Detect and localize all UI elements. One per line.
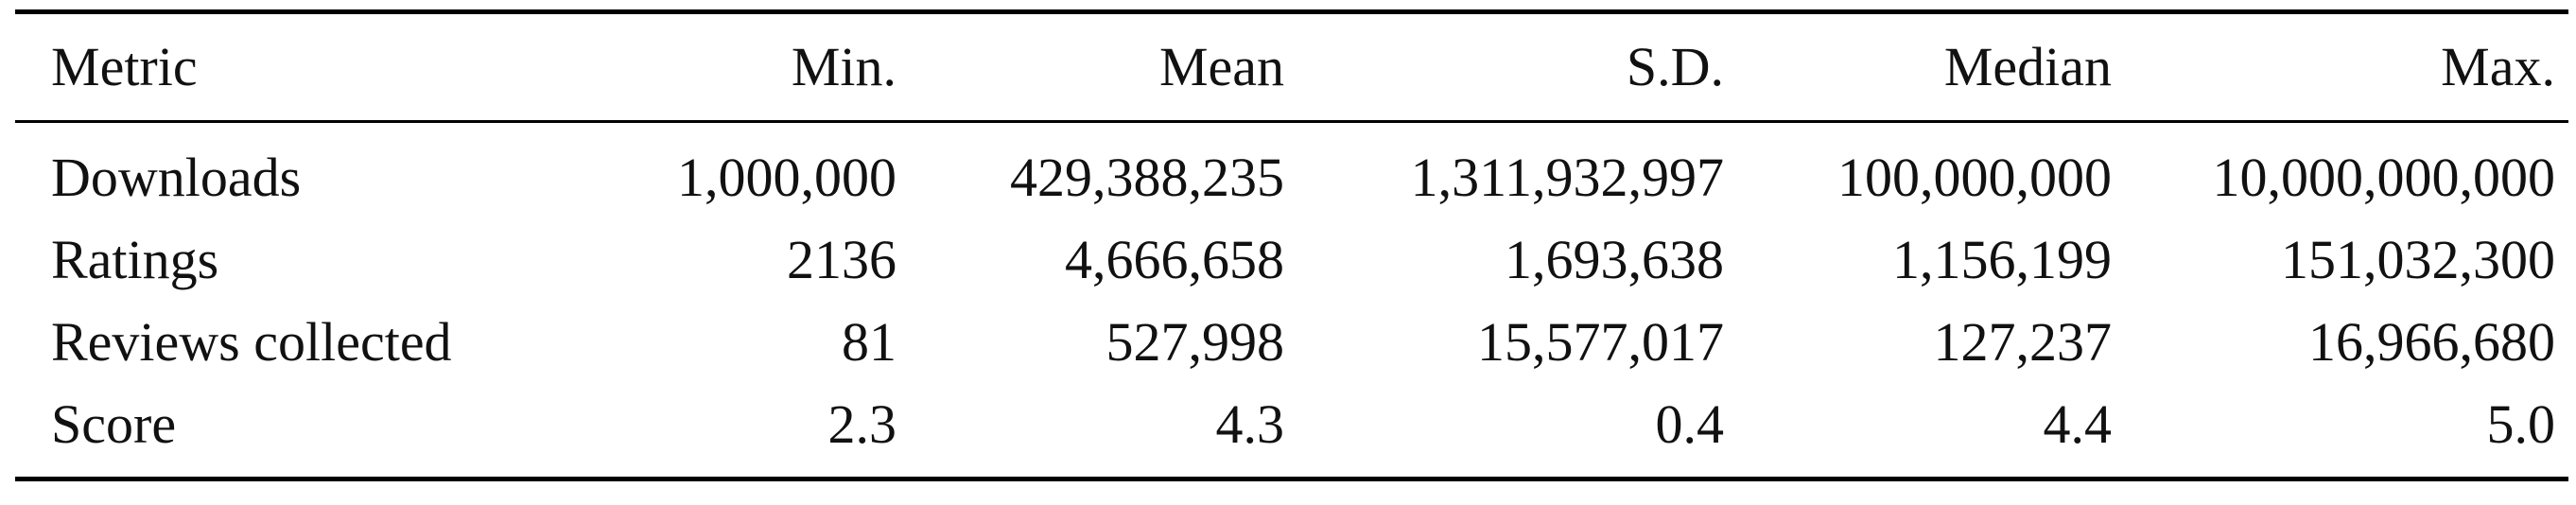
- header-metric: Metric: [51, 36, 198, 97]
- cell-median: 100,000,000: [1837, 146, 2112, 208]
- cell-mean: 429,388,235: [1010, 146, 1284, 208]
- header-mean: Mean: [1158, 36, 1284, 97]
- row-label: Ratings: [51, 228, 219, 290]
- cell-mean: 4,666,658: [1065, 228, 1284, 290]
- cell-sd: 15,577,017: [1477, 310, 1724, 373]
- top-rule: [15, 9, 2568, 14]
- cell-min: 2136: [787, 228, 896, 290]
- cell-sd: 0.4: [1655, 392, 1725, 455]
- cell-median: 1,156,199: [1892, 228, 2112, 290]
- table-row: Ratings 2136 4,666,658 1,693,638 1,156,1…: [15, 218, 2568, 301]
- row-label: Reviews collected: [51, 310, 452, 373]
- row-label: Score: [51, 392, 177, 455]
- cell-median: 4.4: [2043, 392, 2113, 455]
- cell-mean: 4.3: [1215, 392, 1285, 455]
- header-min: Min.: [791, 36, 896, 97]
- cell-max: 16,966,680: [2308, 310, 2555, 373]
- table-row: Score 2.3 4.3 0.4 4.4 5.0: [15, 383, 2568, 465]
- cell-max: 151,032,300: [2281, 228, 2555, 290]
- cell-min: 1,000,000: [677, 146, 896, 208]
- cell-min: 2.3: [827, 392, 897, 455]
- cell-mean: 527,998: [1105, 310, 1285, 373]
- mid-rule: [15, 120, 2568, 123]
- table-header: Metric Min. Mean S.D. Median Max.: [15, 14, 2568, 120]
- cell-min: 81: [842, 310, 896, 373]
- cell-max: 5.0: [2486, 392, 2556, 455]
- row-label: Downloads: [51, 146, 302, 208]
- cell-median: 127,237: [1933, 310, 2113, 373]
- header-sd: S.D.: [1626, 36, 1724, 97]
- bottom-rule: [15, 477, 2568, 481]
- cell-sd: 1,311,932,997: [1410, 146, 1724, 208]
- header-max: Max.: [2441, 36, 2555, 97]
- statistics-table: Metric Min. Mean S.D. Median Max. Downlo…: [15, 9, 2568, 481]
- header-row: Metric Min. Mean S.D. Median Max.: [15, 14, 2568, 120]
- cell-sd: 1,693,638: [1505, 228, 1724, 290]
- cell-max: 10,000,000,000: [2212, 146, 2556, 208]
- header-median: Median: [1943, 36, 2112, 97]
- table-row: Downloads 1,000,000 429,388,235 1,311,93…: [15, 136, 2568, 218]
- table-body: Downloads 1,000,000 429,388,235 1,311,93…: [15, 136, 2568, 465]
- table-row: Reviews collected 81 527,998 15,577,017 …: [15, 301, 2568, 383]
